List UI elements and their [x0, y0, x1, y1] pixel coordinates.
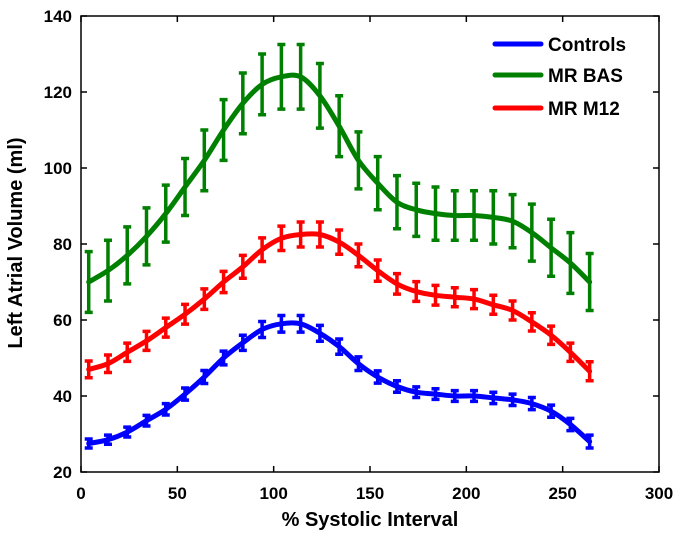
legend: Controls MR BAS MR M12	[492, 35, 626, 120]
y-tick-label: 140	[44, 7, 72, 26]
x-tick-label: 200	[452, 484, 480, 503]
legend-label-mr-bas: MR BAS	[548, 66, 623, 87]
y-tick-label: 20	[53, 463, 72, 482]
y-tick-label: 80	[53, 235, 72, 254]
series-line	[86, 72, 593, 285]
legend-label-mr-m12: MR M12	[548, 99, 620, 120]
series-line	[86, 320, 593, 446]
series-mr-bas	[84, 42, 594, 315]
y-tick-label: 100	[44, 159, 72, 178]
y-tick-label: 120	[44, 83, 72, 102]
series-mr-m12	[84, 220, 594, 383]
plot-series-group	[84, 42, 594, 450]
x-tick-label: 250	[548, 484, 576, 503]
x-axis-title: % Systolic Interval	[282, 509, 459, 531]
series-controls	[84, 313, 594, 450]
legend-label-controls: Controls	[548, 35, 626, 56]
x-tick-label: 50	[168, 484, 187, 503]
series-line	[86, 231, 593, 374]
x-tick-label: 0	[76, 484, 85, 503]
y-axis-title: Left Atrial Volume (ml)	[5, 137, 27, 348]
y-tick-label: 40	[53, 387, 72, 406]
x-tick-label: 100	[259, 484, 287, 503]
y-tick-label: 60	[53, 311, 72, 330]
axes-group: 0 50 100 150 200 250 300 20 40 60 80 100 120 140	[44, 7, 674, 503]
x-tick-label: 300	[645, 484, 673, 503]
x-tick-label: 150	[356, 484, 384, 503]
